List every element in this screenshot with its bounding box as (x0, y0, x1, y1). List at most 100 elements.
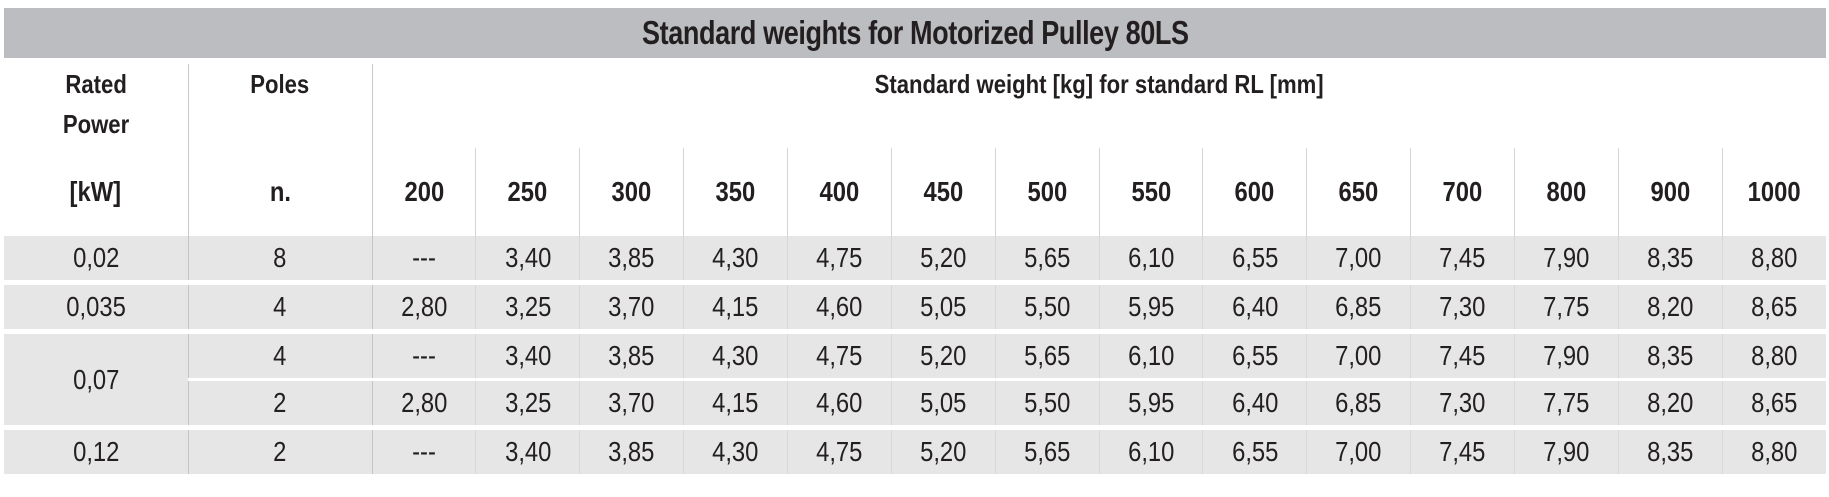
header-poles-unit: n. (188, 148, 373, 236)
cell-weight: 5,65 (994, 236, 1100, 283)
weight-value: 4,15 (712, 387, 759, 418)
weight-value: 4,30 (712, 340, 759, 371)
cell-weight: 5,20 (890, 425, 996, 474)
table-row: 0,02 8 --- 3,40 3,85 4,30 4,75 5,20 5,65 6,10 6,55… (4, 236, 1827, 283)
header-group-standard-weight: Standard weight [kg] for standard RL [mm… (372, 64, 1826, 148)
cell-weight: 7,75 (1513, 378, 1619, 428)
weight-value: 5,95 (1127, 387, 1175, 418)
weight-value: 7,45 (1439, 436, 1486, 467)
weight-value: 5,05 (920, 387, 967, 418)
cell-weight: 8,35 (1617, 425, 1723, 474)
header-rated-power-line1: Rated (65, 69, 127, 99)
cell-rated-power: 0,035 (4, 280, 189, 332)
cell-weight: 3,85 (579, 236, 684, 283)
weight-value: 3,40 (504, 340, 551, 371)
cell-weight: 5,20 (890, 236, 996, 283)
weight-value: 6,55 (1231, 436, 1278, 467)
cell-weight: 4,75 (786, 329, 892, 380)
poles-value: 8 (273, 242, 287, 273)
header-rl-col: 500 (994, 148, 1100, 236)
cell-weight: 3,70 (579, 280, 684, 332)
header-rl-col: 800 (1513, 148, 1619, 236)
weight-value: 3,40 (504, 242, 551, 273)
weight-value: 5,65 (1023, 436, 1071, 467)
weight-value: 7,75 (1543, 387, 1590, 418)
table-row: 2 2,80 3,25 3,70 4,15 4,60 5,05 5,50 5,95 6,40 6,8… (4, 378, 1827, 428)
weight-value: 5,05 (920, 291, 967, 322)
weight-value: 3,70 (608, 387, 655, 418)
weight-value: 6,10 (1127, 340, 1175, 371)
cell-weight: 5,95 (1098, 378, 1203, 428)
weight-value: 3,85 (608, 340, 655, 371)
header-rl-value: 700 (1442, 176, 1483, 207)
weight-value: 6,40 (1231, 291, 1278, 322)
cell-poles: 2 (188, 425, 373, 474)
cell-weight: 4,15 (683, 280, 788, 332)
cell-weight: 8,80 (1721, 425, 1827, 474)
header-rl-col: 1000 (1721, 148, 1827, 236)
poles-value: 2 (273, 436, 287, 467)
weight-value: --- (412, 242, 436, 273)
cell-weight: 7,45 (1410, 425, 1515, 474)
weight-value: 5,50 (1023, 291, 1071, 322)
cell-weight: 6,85 (1306, 280, 1411, 332)
cell-weight: 5,50 (994, 378, 1100, 428)
weight-value: 3,70 (608, 291, 655, 322)
cell-weight: 5,95 (1098, 280, 1203, 332)
header-rl-value: 200 (404, 176, 444, 207)
weight-value: 8,20 (1647, 291, 1694, 322)
weight-value: --- (412, 340, 436, 371)
weight-value: 8,35 (1647, 242, 1694, 273)
header-rl-col: 550 (1098, 148, 1203, 236)
cell-rated-power: 0,07 (4, 329, 189, 428)
cell-weight: 3,70 (579, 378, 684, 428)
cell-weight: 3,85 (579, 329, 684, 380)
cell-weight: 4,75 (786, 425, 892, 474)
cell-poles: 2 (188, 378, 373, 428)
header-rl-col: 700 (1410, 148, 1515, 236)
weight-value: 4,15 (712, 291, 759, 322)
weight-value: 5,95 (1127, 291, 1175, 322)
cell-weight: 8,20 (1617, 280, 1723, 332)
cell-weight: 8,35 (1617, 236, 1723, 283)
weight-value: 3,40 (504, 436, 551, 467)
cell-weight: 6,40 (1202, 280, 1307, 332)
cell-weight: 7,00 (1306, 329, 1411, 380)
header-rl-value: 400 (819, 176, 860, 207)
weight-value: 8,65 (1751, 291, 1798, 322)
weight-value: 5,20 (920, 436, 967, 467)
weight-value: 7,90 (1543, 242, 1590, 273)
weight-value: 7,00 (1335, 242, 1382, 273)
cell-weight: 6,55 (1202, 425, 1307, 474)
cell-weight: 5,20 (890, 329, 996, 380)
table-header: Rated Power Poles Standard weight [kg] f… (4, 64, 1827, 236)
weights-table: Rated Power Poles Standard weight [kg] f… (4, 64, 1827, 474)
header-power-unit-text: [kW] (69, 176, 122, 207)
weight-value: 5,50 (1023, 387, 1071, 418)
rated-power-value: 0,12 (72, 436, 119, 467)
cell-weight: 7,75 (1513, 280, 1619, 332)
header-rl-value: 800 (1546, 176, 1587, 207)
table-row: 0,12 2 --- 3,40 3,85 4,30 4,75 5,20 5,65 6,10 6,55… (4, 425, 1827, 474)
header-rated-power: Rated Power (4, 64, 189, 148)
cell-weight: --- (372, 236, 476, 283)
table-row: 0,07 4 --- 3,40 3,85 4,30 4,75 5,20 5,65 6,10 6,55… (4, 329, 1827, 428)
header-rl-value: 450 (923, 176, 964, 207)
rated-power-value: 0,07 (72, 363, 119, 395)
cell-weight: 7,30 (1410, 280, 1515, 332)
weight-value: 3,25 (504, 291, 551, 322)
header-rl-value: 650 (1338, 176, 1379, 207)
weight-value: 4,75 (816, 436, 863, 467)
weight-value: 7,30 (1439, 387, 1486, 418)
cell-weight: 7,00 (1306, 425, 1411, 474)
header-rl-col: 350 (683, 148, 788, 236)
weight-value: --- (412, 436, 436, 467)
weight-value: 5,65 (1023, 340, 1071, 371)
table-title-bar: Standard weights for Motorized Pulley 80… (4, 8, 1826, 58)
weight-value: 6,55 (1231, 242, 1278, 273)
weight-value: 5,65 (1023, 242, 1071, 273)
weight-value: 6,55 (1231, 340, 1278, 371)
weight-value: 8,20 (1647, 387, 1694, 418)
weight-value: 3,85 (608, 436, 655, 467)
weight-value: 8,35 (1647, 436, 1694, 467)
